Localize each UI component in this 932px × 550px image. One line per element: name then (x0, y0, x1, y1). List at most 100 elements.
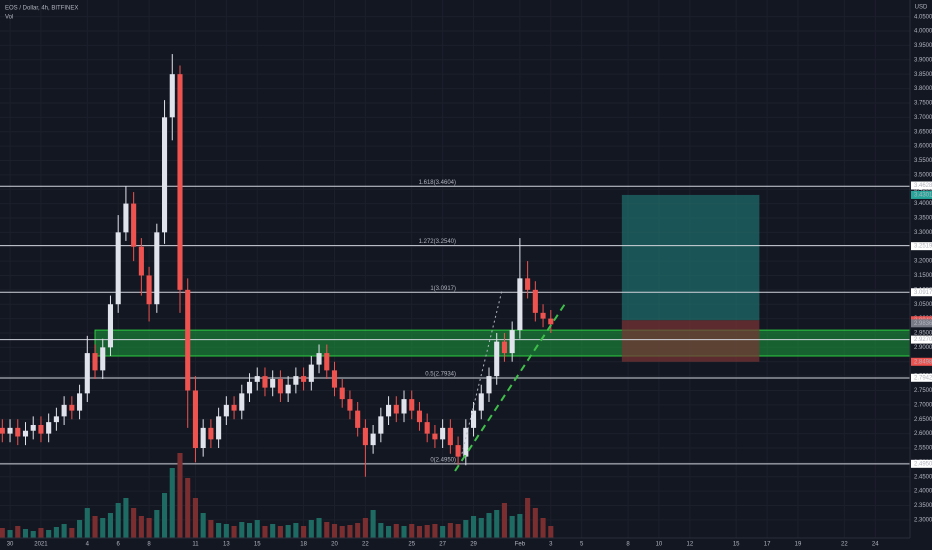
volume-bar (46, 530, 52, 538)
volume-bar (77, 520, 83, 538)
price-label: 3.2519 (914, 244, 932, 250)
price-label-box (911, 242, 932, 251)
fib-label: 1(3.0917) (430, 286, 456, 292)
candle-body (509, 330, 515, 354)
candle-body (131, 203, 137, 247)
price-label-box (911, 181, 932, 190)
y-tick-label: 3.9000 (914, 57, 932, 63)
volume-bar (138, 516, 144, 538)
candle-body (355, 410, 361, 428)
fib-label: 0.5(2.7934) (425, 372, 456, 378)
candle-body (362, 427, 368, 446)
volume-bar (254, 520, 260, 538)
volume-bar (185, 478, 191, 538)
volume-bar (440, 526, 446, 538)
position-profit (621, 194, 760, 321)
y-tick-label: 3.0500 (914, 302, 932, 308)
candle-body (22, 430, 29, 437)
position-loss (621, 320, 760, 362)
volume-bar (347, 525, 353, 538)
chart-title: EOS / Dollar, 4h, BITFINEX (5, 6, 78, 12)
y-tick-label: 2.9000 (914, 345, 932, 351)
y-tick-label: 2.7000 (914, 402, 932, 408)
volume-bar (0, 528, 5, 538)
candle-body (331, 370, 338, 388)
volume-bar (494, 510, 500, 538)
candle-body (7, 427, 13, 434)
volume-bar (486, 513, 492, 538)
candle-body (115, 232, 121, 305)
candle-body (77, 393, 83, 411)
volume-bar (401, 526, 407, 538)
volume-bar (362, 518, 368, 538)
candle-body (386, 404, 392, 417)
price-label: 3.4628 (914, 183, 932, 189)
y-tick-label: 3.3500 (914, 216, 932, 222)
x-tick-label: 10 (656, 542, 663, 548)
candle-body (0, 427, 5, 434)
y-tick-label: 3.4500 (914, 187, 932, 193)
y-tick-label: 2.7500 (914, 388, 932, 394)
volume-bar (339, 526, 345, 538)
y-tick-label: 2.5500 (914, 446, 932, 452)
price-label: 2.4950 (914, 461, 932, 467)
candle-body (347, 399, 353, 411)
candle-body (277, 378, 283, 394)
candle-body (339, 387, 345, 400)
volume-bar (409, 524, 415, 538)
price-label: 2.8498 (914, 359, 932, 365)
price-label-box (911, 373, 932, 382)
x-tick-label: 22 (362, 542, 369, 548)
volume-bar (331, 524, 338, 538)
candle-body (486, 376, 492, 394)
volume-bar (69, 528, 75, 538)
volume-bar (316, 518, 322, 538)
price-label: 2.9270 (914, 337, 932, 343)
candle-body (84, 353, 90, 394)
y-tick-label: 3.1500 (914, 273, 932, 279)
x-tick-label: 8 (147, 542, 151, 548)
x-tick-label: 22 (841, 542, 848, 548)
candle-body (393, 404, 399, 414)
y-tick-label: 3.2000 (914, 259, 932, 265)
volume-bar (154, 510, 160, 538)
candle-body (38, 424, 44, 434)
candle-body (92, 353, 98, 371)
candle-body (161, 117, 168, 233)
volume-bar (548, 526, 554, 538)
candle-body (138, 246, 144, 276)
candle-body (494, 341, 500, 377)
volume-bar (53, 527, 59, 538)
x-tick-label: 27 (439, 542, 446, 548)
candle-body (447, 427, 453, 446)
volume-bar (15, 526, 21, 538)
candle-body (69, 404, 75, 411)
volume-bar (424, 525, 430, 538)
candle-body (301, 376, 307, 382)
candle-body (185, 289, 191, 391)
y-tick-label: 2.4500 (914, 474, 932, 480)
volume-bar (131, 508, 137, 538)
fib-label: 0(2.4950) (430, 457, 456, 463)
volume-bar (192, 498, 198, 538)
volume-bar (532, 508, 538, 538)
candle-body (262, 376, 268, 388)
volume-bar (270, 524, 276, 538)
candle-body (123, 203, 129, 233)
price-label-box (911, 335, 932, 344)
volume-bar (447, 523, 453, 538)
volume-bar (61, 524, 67, 538)
volume-bar (478, 518, 484, 538)
volume-bar (370, 510, 376, 538)
candle-body (107, 304, 114, 348)
volume-bar (100, 518, 106, 538)
x-tick-label: 24 (872, 542, 879, 548)
volume-bar (463, 520, 469, 538)
x-tick-label: 11 (192, 542, 199, 548)
price-label: 2.7942 (914, 375, 932, 381)
candle-body (270, 378, 276, 388)
candle-body (231, 404, 237, 411)
candle-body (246, 381, 253, 394)
